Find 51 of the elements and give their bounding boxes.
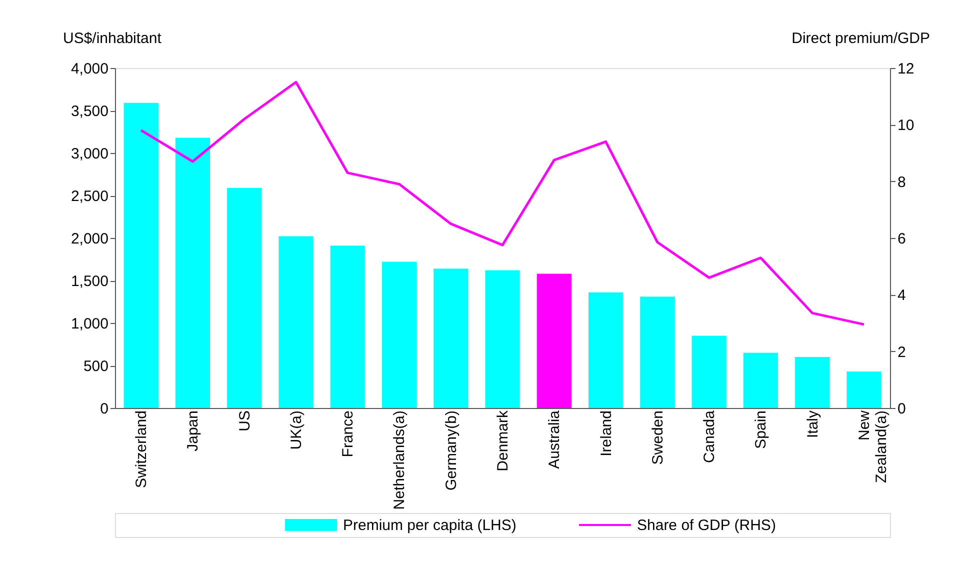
y2-tick-label: 8 xyxy=(898,174,906,191)
x-tick-label: UK(a) xyxy=(288,410,305,450)
x-tick-label: Sweden xyxy=(649,410,666,465)
bar xyxy=(330,246,365,408)
bar xyxy=(536,274,572,408)
bar xyxy=(227,188,262,408)
x-tick-label: Ireland xyxy=(598,410,615,456)
x-tick-label: Japan xyxy=(184,410,202,452)
bar xyxy=(124,102,158,408)
x-tick-label: Canada xyxy=(701,410,718,464)
y-tick-label: 0 xyxy=(100,400,108,418)
y-tick-label: 2,500 xyxy=(70,188,108,205)
y-tick-label: 2,000 xyxy=(70,230,108,248)
x-tick-label: Australia xyxy=(546,410,564,469)
y-tick-label: 500 xyxy=(83,358,108,375)
x-tick-label: Netherlands(a) xyxy=(391,410,408,510)
y2-axis-title: Direct premium/GDP xyxy=(792,30,930,47)
bar xyxy=(434,268,468,408)
legend-label: Share of GDP (RHS) xyxy=(637,517,776,534)
y-tick-label: 1,500 xyxy=(70,273,108,290)
bar xyxy=(846,371,882,408)
y2-tick-label: 2 xyxy=(898,344,906,361)
y-tick-label: 1,000 xyxy=(70,316,108,332)
y-tick-label: 4,000 xyxy=(70,60,108,78)
x-tick-label: Denmark xyxy=(494,410,512,472)
bar xyxy=(382,262,417,408)
bar xyxy=(692,336,726,408)
y-axis-title: US$/inhabitant xyxy=(63,30,162,47)
x-tick-label: Switzerland xyxy=(133,410,150,488)
x-tick-label: Italy xyxy=(804,410,822,438)
y2-tick-label: 12 xyxy=(898,60,914,78)
y2-tick-label: 6 xyxy=(898,230,906,248)
bar xyxy=(485,270,520,408)
y-tick-label: 3,000 xyxy=(70,146,108,162)
legend-label: Premium per capita (LHS) xyxy=(343,517,516,534)
line-series xyxy=(140,80,866,326)
x-tick-label: New Zealand(a) xyxy=(856,410,890,484)
bar xyxy=(640,296,675,408)
bar xyxy=(175,138,210,408)
x-tick-label: France xyxy=(340,410,357,458)
x-tick-label: US xyxy=(236,410,254,432)
y2-tick-label: 0 xyxy=(898,400,906,418)
bar xyxy=(794,357,830,408)
y2-tick-label: 10 xyxy=(898,117,914,134)
bar xyxy=(278,236,314,408)
bar xyxy=(743,352,778,408)
x-tick-label: Germany(b) xyxy=(442,410,460,491)
bar xyxy=(588,292,624,408)
x-tick-label: Spain xyxy=(752,410,770,449)
y2-tick-label: 4 xyxy=(898,287,906,304)
y-tick-label: 3,500 xyxy=(70,103,108,120)
